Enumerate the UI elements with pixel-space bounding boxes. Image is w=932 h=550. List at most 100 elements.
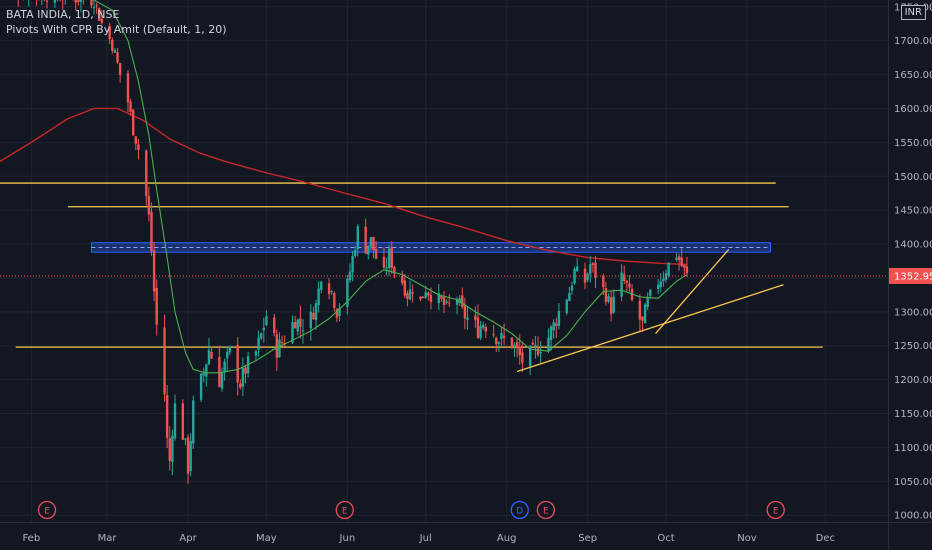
candle-body [184,438,187,440]
candle [118,62,122,83]
candle-body [623,274,626,282]
candle-body [171,435,174,462]
event-circle[interactable] [37,500,57,520]
indicator-title[interactable]: Pivots With CPR By Amit (Default, 1, 20) [6,23,227,36]
candle-body [406,293,409,299]
candle [442,291,446,314]
candle [145,149,148,206]
candle-body [641,316,644,321]
candle [64,0,66,5]
y-tick-label: 1000.00 [894,511,932,522]
time-axis[interactable]: Feb Mar Apr May Jun Jul Aug Sep Oct Nov Dec [0,522,932,550]
dividend-badge[interactable]: D [510,500,529,520]
candle-body [45,0,49,2]
candle [662,271,665,287]
candle [356,224,360,257]
horizontal-levels[interactable] [0,182,823,348]
event-letter: E [543,507,549,517]
event-circle[interactable] [536,500,556,520]
candle-body [257,337,260,350]
trend-lines[interactable] [516,249,784,373]
candle [620,264,623,302]
candle [192,395,195,450]
candle [74,0,77,11]
candle [236,337,239,396]
x-tick-label: Aug [497,533,517,544]
candle-body [236,344,239,383]
candle [327,278,331,300]
candle-body [500,332,503,339]
trend-line[interactable] [655,249,730,334]
candle-body [476,317,480,338]
candle [382,247,386,270]
candle [226,346,229,371]
earnings-badge[interactable]: E [335,500,354,520]
candle [257,330,260,357]
event-circle[interactable] [335,500,354,520]
candle [354,245,357,259]
event-circle[interactable] [510,500,529,520]
candle-body [594,262,597,278]
candle-body [351,255,354,273]
candle-body [481,324,485,328]
candle-body [367,245,370,255]
y-tick-label: 1500.00 [894,172,932,183]
candle [461,287,464,310]
candle-body [291,322,294,343]
trend-line[interactable] [516,284,784,373]
candle [98,7,101,22]
candle [552,319,555,339]
candle-body [549,326,553,340]
candle [293,315,297,329]
candle-body [591,263,595,265]
event-letter: E [44,507,50,517]
candle [612,289,615,314]
earnings-badge[interactable]: E [536,500,556,520]
event-circle[interactable] [766,500,785,520]
earnings-badge[interactable]: E [766,500,785,520]
candle [95,2,98,15]
candle-body [521,352,524,363]
candle [265,310,268,327]
candle-body [552,322,555,331]
candle [531,339,534,346]
candle [333,291,336,312]
candle-body [656,284,660,290]
candle [495,336,498,352]
candle-body [421,296,425,299]
candle-body [557,311,561,326]
candle-body [283,342,286,344]
candle-body [513,344,516,347]
symbol-title[interactable]: BATA INDIA, 1D, NSE [6,8,120,21]
candle-body [419,296,422,300]
candle-body [466,317,469,320]
currency-label[interactable]: INR [900,5,926,20]
candle [534,335,537,359]
candle [241,357,245,397]
sma-slow-line [0,107,687,266]
candle [625,279,629,292]
candle [220,367,224,392]
earnings-badge[interactable]: E [37,500,57,520]
candle-body [210,352,213,359]
candle-body [531,342,534,345]
candle-body [275,334,279,358]
candle-body [181,403,185,440]
candle-body [492,334,495,336]
candle [570,281,574,295]
candle [147,186,151,222]
candle [36,0,38,6]
candle-body [539,351,542,353]
candle-body [683,265,686,268]
resistance-zone[interactable] [90,242,771,253]
candle-body [440,295,443,299]
candle [680,248,683,268]
x-tick-label: Jun [339,533,356,544]
candle-body [338,307,341,316]
price-axis[interactable]: 1000.00 1050.00 1100.00 1150.00 1200.00 1250.… [888,0,932,550]
candle-body [565,299,568,314]
candle [369,236,373,252]
